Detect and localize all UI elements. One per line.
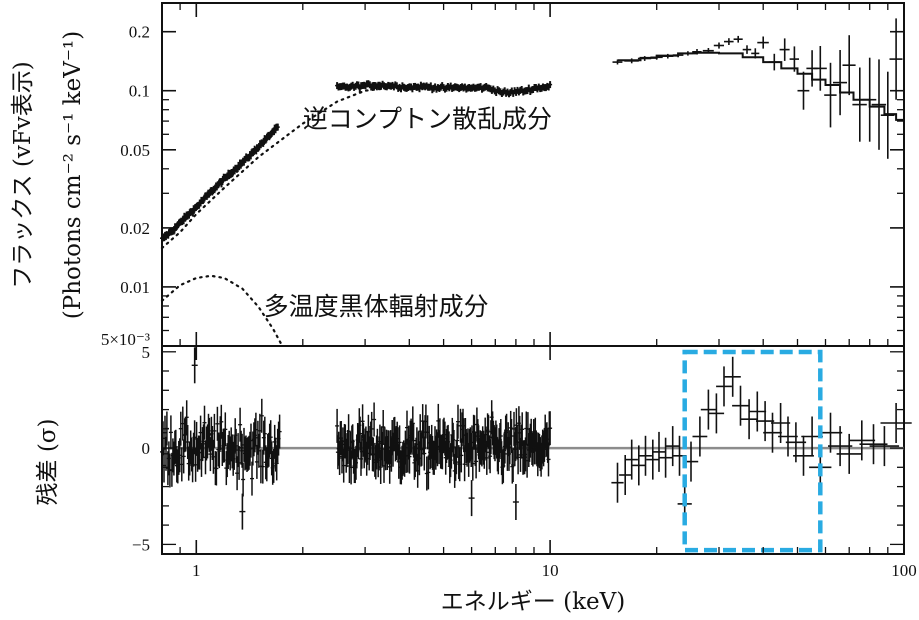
top-y-tick-label: 0.1 (129, 82, 150, 101)
multicolor-blackbody-label: 多温度黒体輻射成分 (264, 292, 489, 321)
bottom-y-tick-label: −5 (132, 535, 150, 554)
top-y-tick-label: 5×10⁻³ (101, 330, 150, 349)
top-y-tick-label: 0.2 (129, 23, 150, 42)
bottom-y-axis-title: 残差 (σ) (35, 419, 61, 506)
inverse-compton-model-curve (160, 84, 411, 250)
top-y-tick-label: 0.02 (120, 219, 150, 238)
highlight-box (682, 349, 823, 553)
top-y-axis-title-line2: (Photons cm⁻² s⁻¹ keV⁻¹) (60, 31, 86, 319)
top-y-tick-label: 0.01 (120, 278, 150, 297)
bottom-y-tick-label: 5 (142, 343, 151, 362)
x-axis-title: エネルギー (keV) (441, 589, 625, 615)
bottom-y-tick-label: 0 (142, 439, 151, 458)
top-y-tick-label: 0.05 (120, 141, 150, 160)
x-tick-label: 100 (891, 561, 917, 580)
high-energy-model-step (617, 51, 904, 121)
top-y-axis-title-line1: フラックス (vFv表示) (10, 61, 36, 289)
inverse-compton-label: 逆コンプトン散乱成分 (303, 104, 552, 133)
x-tick-label: 10 (542, 561, 559, 580)
x-tick-label: 1 (192, 561, 201, 580)
